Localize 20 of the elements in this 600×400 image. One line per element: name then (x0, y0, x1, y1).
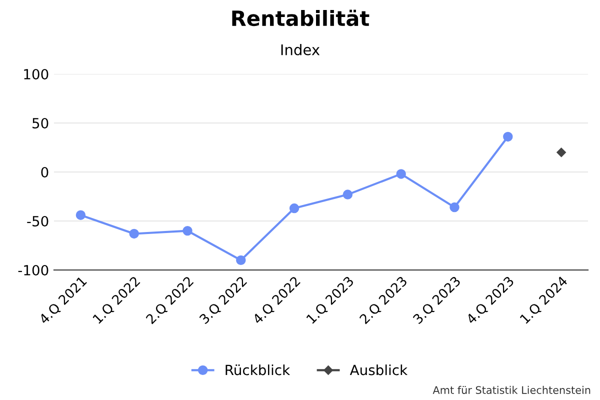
y-tick-label: 0 (41, 166, 48, 178)
y-tick-label: -50 (27, 216, 48, 226)
point (289, 203, 300, 214)
point (129, 228, 139, 239)
text: Amt für Statistik Liechtenstein (432, 386, 590, 394)
point (236, 255, 246, 266)
point (396, 169, 406, 179)
point (503, 132, 513, 142)
point (450, 202, 460, 212)
point (182, 226, 192, 236)
point (556, 148, 566, 158)
chart-subtitle: Index (281, 44, 320, 56)
y-tick-label: -100 (18, 264, 48, 276)
y-tick-label: 50 (32, 118, 48, 128)
point (342, 190, 353, 200)
legend-label: Rückblick (226, 364, 290, 376)
point (76, 210, 86, 220)
chart-title: Rentabilität (232, 10, 370, 26)
y-tick-label: 100 (24, 68, 48, 80)
legend-label: Ausblick (350, 364, 408, 376)
